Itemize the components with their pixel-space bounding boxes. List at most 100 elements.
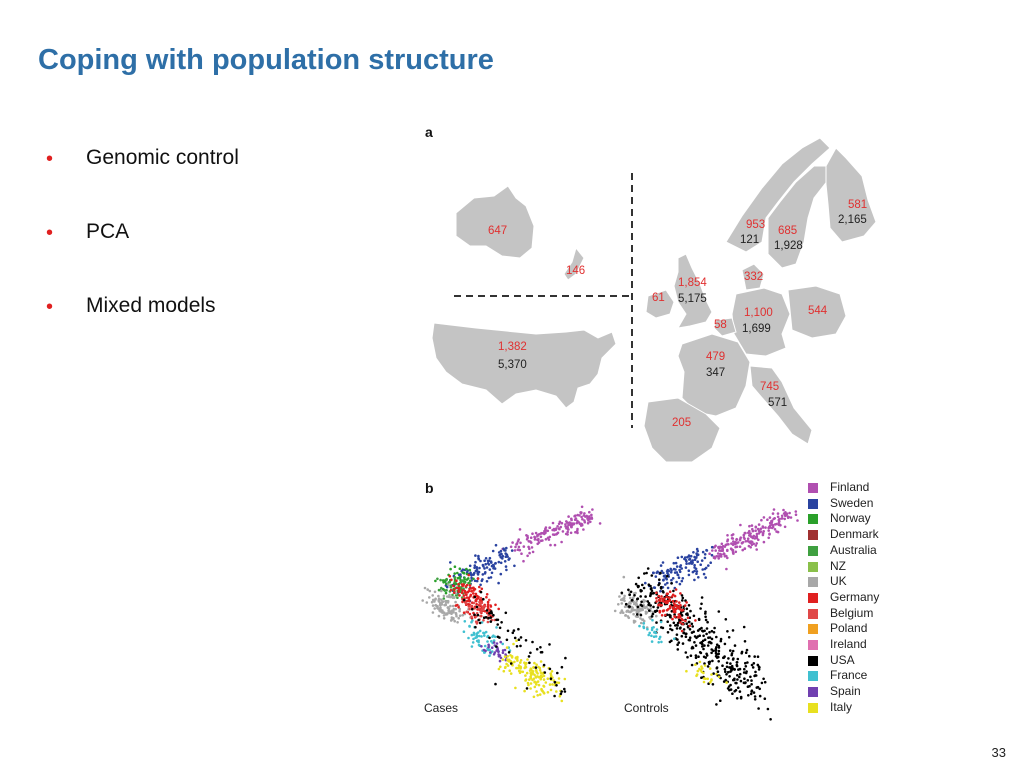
pca-point (746, 679, 750, 682)
pca-point (465, 593, 468, 596)
pca-point (655, 621, 658, 624)
pca-point (703, 664, 707, 667)
pca-point (498, 659, 502, 663)
pca-point (757, 668, 761, 671)
pca-point (706, 620, 709, 624)
pca-point (504, 665, 507, 669)
pca-point (479, 590, 483, 594)
pca-point (669, 627, 672, 631)
pca-point (515, 542, 519, 545)
pca-point (486, 600, 490, 604)
pca-point (691, 561, 694, 564)
count-germany-cases: 1,100 (744, 307, 773, 319)
pca-point (468, 564, 472, 568)
pca-point (711, 659, 714, 663)
pca-point (701, 630, 705, 633)
pca-point (665, 595, 668, 599)
pca-point (459, 573, 462, 576)
pca-point (749, 546, 752, 549)
pca-point (696, 669, 700, 673)
pca-point (735, 661, 739, 664)
pca-point (565, 527, 568, 530)
pca-point (580, 511, 583, 514)
map-italy (749, 365, 813, 445)
pca-point (715, 666, 719, 669)
pca-point (736, 541, 740, 544)
pca-point (452, 608, 455, 611)
pca-point (529, 682, 533, 685)
pca-point (484, 562, 487, 566)
pca-point (630, 599, 634, 602)
pca-point (698, 660, 702, 664)
pca-point (491, 564, 495, 567)
pca-point (688, 628, 692, 631)
pca-point (725, 665, 729, 669)
pca-point (690, 663, 694, 667)
count-germany-controls: 1,699 (742, 323, 771, 335)
pca-point (718, 545, 722, 549)
pca-point (662, 571, 665, 575)
pca-point (462, 572, 466, 575)
pca-point (526, 554, 529, 558)
pca-point (546, 691, 550, 694)
pca-point (486, 620, 490, 624)
pca-point (468, 587, 471, 591)
pca-point (549, 543, 552, 547)
pca-point (576, 513, 579, 517)
pca-point (481, 605, 485, 609)
pca-point (521, 670, 525, 674)
pca-point (472, 637, 475, 641)
pca-point (570, 518, 573, 522)
pca-point (747, 531, 750, 535)
legend-swatch (808, 624, 818, 635)
pca-point (731, 667, 734, 671)
pca-point (700, 602, 703, 606)
pca-point (713, 545, 716, 549)
pca-point (575, 521, 579, 525)
pca-point (499, 640, 502, 644)
pca-point (725, 661, 729, 665)
pca-point (737, 668, 740, 671)
pca-point (712, 672, 715, 675)
pca-point (440, 586, 443, 590)
pca-point (762, 516, 766, 519)
pca-point (656, 570, 659, 573)
pca-point (754, 670, 757, 674)
pca-point (641, 608, 644, 612)
pca-point (646, 627, 649, 631)
pca-point (697, 655, 700, 658)
pca-point (741, 541, 745, 544)
pca-point (688, 636, 692, 639)
pca-point (651, 592, 655, 595)
pca-point (499, 572, 503, 576)
pca-point (755, 542, 758, 545)
pca-point (431, 604, 435, 607)
bullet-icon: • (46, 148, 54, 170)
pca-point (512, 629, 516, 632)
count-ireland-cases: 61 (652, 292, 665, 304)
pca-point (494, 603, 497, 607)
pca-point (642, 598, 645, 602)
map-denmark (741, 263, 765, 291)
pca-point (652, 605, 655, 609)
pca-point (559, 525, 563, 529)
pca-point (443, 611, 446, 615)
pca-point (772, 517, 775, 521)
pca-point (627, 588, 630, 592)
pca-point (525, 538, 529, 541)
pca-point (644, 595, 647, 598)
pca-point (697, 617, 701, 621)
pca-point (574, 530, 577, 534)
pca-point (445, 578, 448, 581)
pca-point (533, 680, 536, 683)
pca-point (516, 540, 520, 543)
pca-point (659, 589, 662, 593)
pca-point (703, 638, 707, 641)
pca-point (431, 594, 434, 597)
pca-point (736, 686, 740, 689)
legend-item-sweden: Sweden (808, 496, 898, 511)
pca-point (664, 583, 667, 586)
pca-point (499, 656, 503, 660)
pca-point (468, 584, 472, 587)
pca-point (556, 671, 559, 675)
